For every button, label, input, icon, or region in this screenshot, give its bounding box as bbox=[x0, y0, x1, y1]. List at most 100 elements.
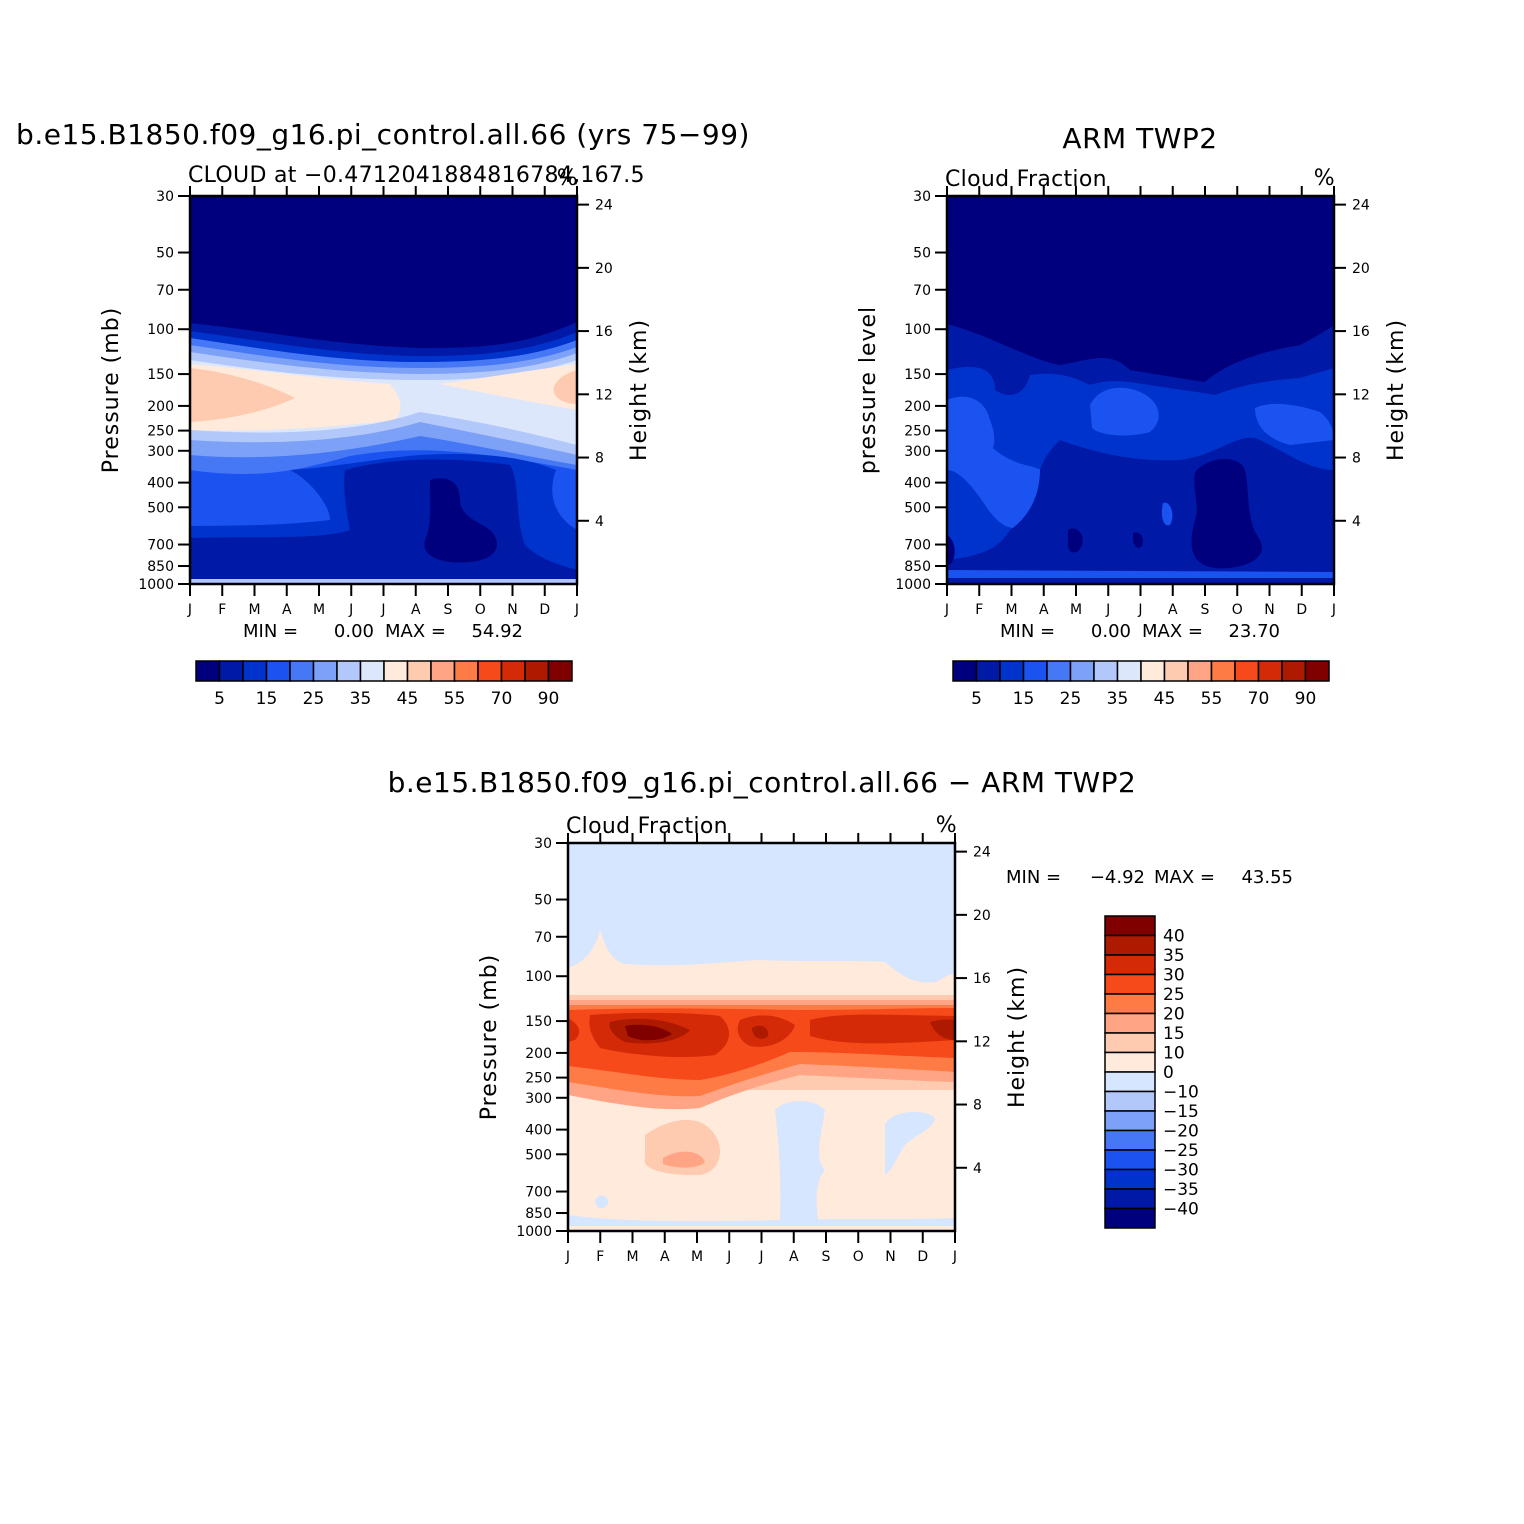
colorbar-box bbox=[1304, 660, 1330, 682]
y-right-tick-label: 8 bbox=[1352, 451, 1361, 467]
y-tick-label: 50 bbox=[534, 893, 552, 909]
colorbar-label: 35 bbox=[1107, 689, 1129, 709]
x-tick-label: A bbox=[789, 1249, 799, 1265]
x-tick-label: J bbox=[187, 602, 192, 618]
y-tick-label: 400 bbox=[147, 476, 174, 492]
colorbar-label: 20 bbox=[1163, 1005, 1185, 1025]
colorbar-box bbox=[195, 660, 221, 682]
y-right-tick-label: 8 bbox=[973, 1098, 982, 1114]
colorbar-box bbox=[1140, 660, 1166, 682]
colorbar-box bbox=[1104, 1032, 1156, 1054]
y-tick-label: 500 bbox=[525, 1147, 552, 1163]
colorbar-label: 30 bbox=[1163, 966, 1185, 986]
x-tick-label: S bbox=[822, 1249, 831, 1265]
colorbar-label: 5 bbox=[971, 689, 982, 709]
colorbar-box bbox=[359, 660, 385, 682]
x-tick-label: N bbox=[885, 1249, 895, 1265]
x-tick-label: A bbox=[282, 602, 292, 618]
colorbar-box bbox=[1022, 660, 1048, 682]
y-right-tick-label: 16 bbox=[595, 324, 613, 340]
x-tick-label: J bbox=[1105, 602, 1110, 618]
colorbar-box bbox=[265, 660, 291, 682]
colorbar-box bbox=[1069, 660, 1095, 682]
colorbar-label: 45 bbox=[1154, 689, 1176, 709]
colorbar-box bbox=[1093, 660, 1119, 682]
colorbar-box bbox=[1104, 973, 1156, 995]
colorbar-label: 25 bbox=[1163, 985, 1185, 1005]
colorbar-box bbox=[1104, 1110, 1156, 1132]
colorbar-box bbox=[1163, 660, 1189, 682]
panel-diff: b.e15.B1850.f09_g16.pi_control.all.66 − … bbox=[388, 766, 1293, 1265]
y-tick-label: 70 bbox=[534, 930, 552, 946]
y-tick-label: 100 bbox=[525, 969, 552, 985]
colorbar-box bbox=[1234, 660, 1260, 682]
y-axis-left: 30 50 70 100 150 200 250 300 400 500 700 850 1000 bbox=[895, 189, 947, 593]
colorbar-box bbox=[1104, 1090, 1156, 1112]
y-axis-left: 30 50 70 100 150 200 250 300 400 500 700 850 1000 bbox=[516, 836, 568, 1240]
colorbar-box bbox=[547, 660, 573, 682]
colorbar-label: 15 bbox=[1013, 689, 1035, 709]
y-tick-label: 150 bbox=[525, 1014, 552, 1030]
y-right-tick-label: 20 bbox=[973, 908, 991, 924]
colorbar-label: −10 bbox=[1163, 1083, 1199, 1103]
colorbar-box bbox=[952, 660, 978, 682]
y-tick-label: 500 bbox=[147, 500, 174, 516]
max-label: MAX = bbox=[1154, 867, 1215, 888]
panel-model: b.e15.B1850.f09_g16.pi_control.all.66 (y… bbox=[16, 118, 750, 709]
y-axis-right: 24 20 16 12 8 4 bbox=[955, 845, 991, 1177]
y-right-tick-label: 24 bbox=[1352, 198, 1370, 214]
y-tick-label: 150 bbox=[147, 367, 174, 383]
y-tick-label: 100 bbox=[904, 322, 931, 338]
y-tick-label: 50 bbox=[913, 246, 931, 262]
colorbar-box bbox=[477, 660, 503, 682]
min-label: MIN = bbox=[243, 621, 298, 642]
y-axis-right: 24 20 16 12 8 4 bbox=[1334, 198, 1370, 530]
colorbar-box bbox=[1104, 1188, 1156, 1210]
colorbar-label: 55 bbox=[1201, 689, 1223, 709]
colorbar-label: −25 bbox=[1163, 1141, 1199, 1161]
y-tick-label: 1000 bbox=[895, 577, 931, 593]
x-tick-label: F bbox=[975, 602, 983, 618]
panel-title: b.e15.B1850.f09_g16.pi_control.all.66 − … bbox=[388, 766, 1137, 799]
units-label: % bbox=[557, 166, 578, 191]
panel-title: ARM TWP2 bbox=[1062, 122, 1217, 155]
min-value: −4.92 bbox=[1090, 867, 1145, 888]
colorbar-box bbox=[1281, 660, 1307, 682]
x-tick-label: D bbox=[917, 1249, 928, 1265]
colorbar-label: 25 bbox=[1060, 689, 1082, 709]
colorbar-box bbox=[1104, 1129, 1156, 1151]
y-tick-label: 250 bbox=[525, 1071, 552, 1087]
y-tick-label: 50 bbox=[156, 246, 174, 262]
max-value: 54.92 bbox=[471, 621, 523, 642]
colorbar-label: 55 bbox=[444, 689, 466, 709]
x-tick-label: F bbox=[218, 602, 226, 618]
x-tick-label: A bbox=[1168, 602, 1178, 618]
y-tick-label: 200 bbox=[147, 399, 174, 415]
y-axis-right-label: Height (km) bbox=[627, 319, 652, 461]
y-axis-label: Pressure (mb) bbox=[99, 307, 124, 474]
y-axis-label: Pressure (mb) bbox=[477, 954, 502, 1121]
colorbar-box bbox=[1104, 954, 1156, 976]
y-tick-label: 300 bbox=[904, 444, 931, 460]
panel-title: b.e15.B1850.f09_g16.pi_control.all.66 (y… bbox=[16, 118, 750, 151]
y-right-tick-label: 4 bbox=[595, 514, 604, 530]
colorbar-label: 0 bbox=[1163, 1063, 1174, 1083]
colorbar-box bbox=[1104, 1051, 1156, 1073]
y-right-tick-label: 8 bbox=[595, 451, 604, 467]
x-tick-label: N bbox=[507, 602, 517, 618]
y-tick-label: 300 bbox=[525, 1091, 552, 1107]
colorbar-box bbox=[1104, 1012, 1156, 1034]
colorbar-box bbox=[1210, 660, 1236, 682]
x-tick-label: J bbox=[758, 1249, 763, 1265]
colorbar-label: −15 bbox=[1163, 1102, 1199, 1122]
colorbar-label: 70 bbox=[491, 689, 513, 709]
colorbar-label: 40 bbox=[1163, 927, 1185, 947]
x-tick-label: J bbox=[380, 602, 385, 618]
colorbar-box bbox=[500, 660, 526, 682]
colorbar-label: 10 bbox=[1163, 1044, 1185, 1064]
colorbar-box bbox=[1104, 1071, 1156, 1093]
colorbar-box bbox=[312, 660, 338, 682]
